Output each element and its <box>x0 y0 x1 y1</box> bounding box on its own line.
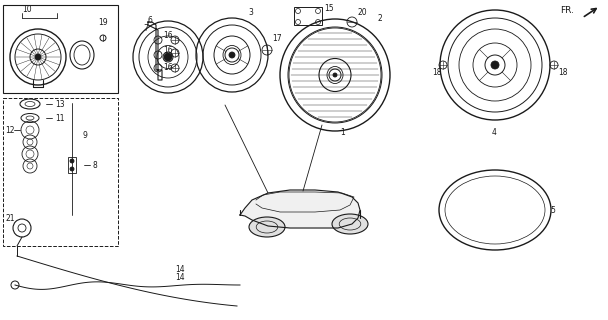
Bar <box>294 7 322 25</box>
Text: 20: 20 <box>358 7 368 17</box>
Circle shape <box>164 53 172 61</box>
Text: 4: 4 <box>492 127 497 137</box>
Text: 11: 11 <box>55 114 64 123</box>
Polygon shape <box>240 190 360 228</box>
Circle shape <box>491 61 499 69</box>
Text: 9: 9 <box>82 131 87 140</box>
Text: 15: 15 <box>324 4 334 12</box>
Bar <box>3 5 118 93</box>
Polygon shape <box>148 22 162 80</box>
Circle shape <box>229 52 235 58</box>
Text: 7: 7 <box>143 23 148 33</box>
Text: 8: 8 <box>92 161 97 170</box>
Text: 5: 5 <box>550 205 555 214</box>
Text: 16: 16 <box>163 62 173 71</box>
Text: 10: 10 <box>22 4 32 13</box>
Text: 17: 17 <box>272 34 282 43</box>
Text: 19: 19 <box>98 18 108 27</box>
Text: 3: 3 <box>248 7 253 17</box>
Text: 16: 16 <box>163 45 173 54</box>
Text: 1: 1 <box>340 127 345 137</box>
Text: 2: 2 <box>378 13 383 22</box>
Text: 14: 14 <box>175 266 185 275</box>
Text: 12: 12 <box>5 125 15 134</box>
Text: 16: 16 <box>163 30 173 39</box>
Circle shape <box>70 159 74 163</box>
Ellipse shape <box>249 217 285 237</box>
Text: FR.: FR. <box>560 5 574 14</box>
Ellipse shape <box>445 176 545 244</box>
Text: 21: 21 <box>5 213 15 222</box>
Circle shape <box>333 73 337 77</box>
Text: 14: 14 <box>175 274 185 283</box>
Bar <box>3 98 118 246</box>
Text: 13: 13 <box>55 100 64 108</box>
Circle shape <box>35 54 41 60</box>
Text: 18: 18 <box>432 68 441 76</box>
Ellipse shape <box>332 214 368 234</box>
Bar <box>68 157 76 173</box>
Text: 18: 18 <box>558 68 567 76</box>
Circle shape <box>70 167 74 171</box>
Text: 6: 6 <box>148 15 153 25</box>
